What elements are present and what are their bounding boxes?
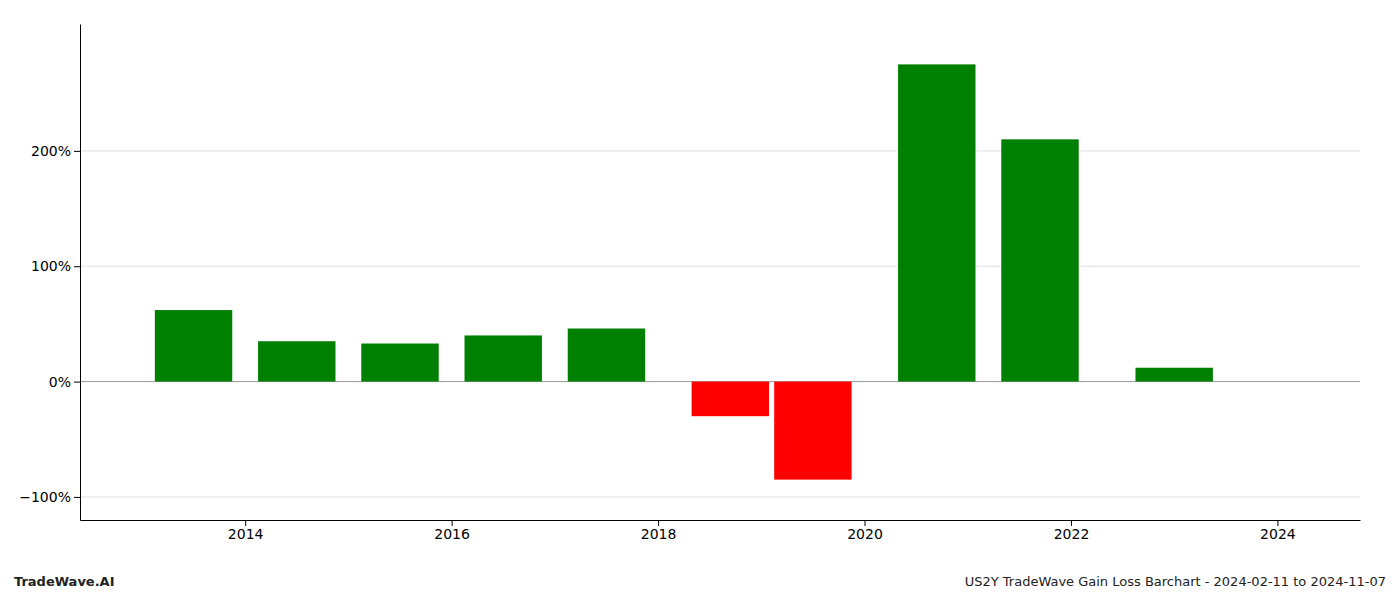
axis-line [81,520,1361,521]
tick-mark [74,497,80,498]
y-tick: −100% [19,489,80,505]
axis-line [80,25,81,521]
bar [155,310,232,382]
tick-label: 0% [49,374,71,390]
tick-label: 2014 [228,526,264,542]
tick-label: 2016 [434,526,470,542]
grid [80,151,1360,497]
chart: 2014 2016 2018 2020 2022 2024 −100% 0% 100% 200% T… [0,0,1400,600]
bar [692,382,769,417]
x-axis: 2014 2016 2018 2020 2022 2024 [81,520,1361,542]
bar [258,341,335,381]
grid-line [80,266,1360,267]
tick-label: 2018 [641,526,677,542]
tick-mark [74,266,80,267]
annotation: US2Y TradeWave Gain Loss Barchart - 2024… [965,574,1386,589]
x-tick: 2020 [847,520,883,542]
bar [465,335,542,381]
tick-label: −100% [19,489,71,505]
x-tick: 2022 [1054,520,1090,542]
x-tick: 2014 [228,520,264,542]
plot: 2014 2016 2018 2020 2022 2024 −100% 0% 100% 200% [19,25,1360,542]
grid-line [80,496,1360,497]
bar [568,329,645,382]
bar [898,64,975,381]
tick-label: 2022 [1054,526,1090,542]
y-tick: 200% [31,143,80,159]
y-axis: −100% 0% 100% 200% [19,25,80,521]
tick-mark [74,382,80,383]
bar [1001,139,1078,381]
grid-line [80,150,1360,151]
bar [1135,368,1212,382]
tick-label: 100% [31,258,71,274]
x-tick: 2024 [1260,520,1296,542]
tick-mark [74,151,80,152]
footer: TradeWave.AI US2Y TradeWave Gain Loss Bar… [14,574,1386,589]
bar [774,382,851,480]
bars [155,64,1213,479]
annotation: TradeWave.AI [14,574,115,589]
tick-label: 200% [31,143,71,159]
x-tick: 2018 [641,520,677,542]
tick-label: 2024 [1260,526,1296,542]
y-tick: 100% [31,258,80,274]
y-tick: 0% [49,374,80,390]
tick-label: 2020 [847,526,883,542]
x-tick: 2016 [434,520,470,542]
bar [361,344,438,382]
